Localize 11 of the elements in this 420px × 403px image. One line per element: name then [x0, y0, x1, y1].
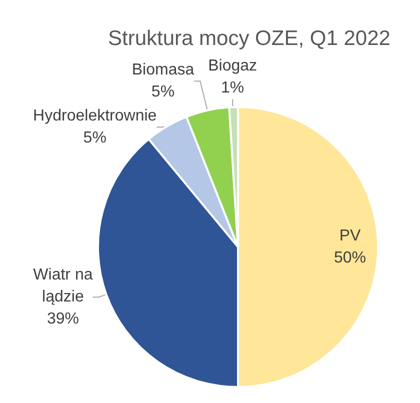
slice-label: Wiatr na lądzie	[33, 266, 93, 306]
slice-label: Biomasa	[132, 62, 194, 79]
data-label: 5%	[83, 130, 106, 147]
chart-title: Struktura mocy OZE, Q1 2022	[108, 27, 390, 50]
data-label: 50%	[334, 250, 366, 266]
slice-label: Biogaz	[208, 58, 258, 75]
data-label: 5%	[151, 84, 175, 101]
data-label: 39%	[46, 310, 79, 328]
slice-label: PV	[339, 228, 361, 244]
data-label: 1%	[221, 80, 244, 97]
slice-label: Hydroelektrownie	[33, 108, 157, 125]
